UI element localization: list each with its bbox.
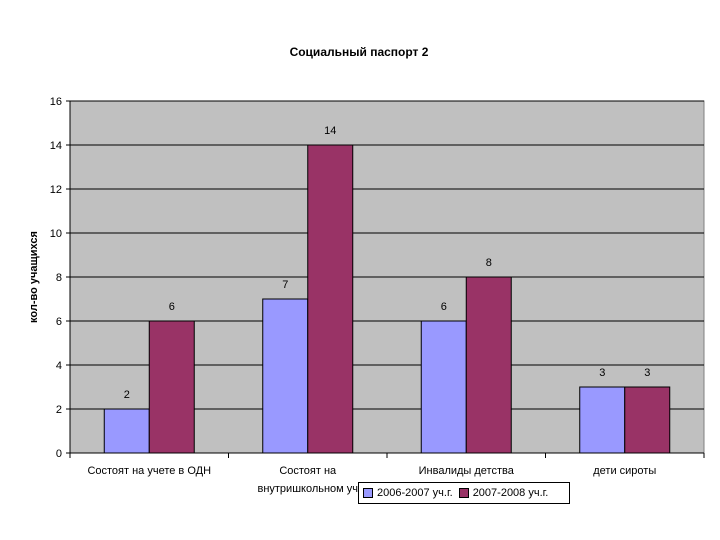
- category-label-2-line-1: Состоят на: [279, 465, 337, 477]
- data-label-s1-c4: 3: [599, 367, 605, 379]
- y-tick-label-6: 12: [50, 184, 62, 196]
- category-label-1-line-1: Состоят на учете в ОДН: [87, 465, 211, 477]
- chart-title: Социальный паспорт 2: [290, 45, 429, 59]
- bar-s1-c1: [103, 408, 150, 454]
- y-tick-label-4: 8: [56, 272, 62, 284]
- y-tick-label-8: 16: [50, 96, 62, 108]
- category-label-4-line-1: дети сироты: [593, 465, 656, 477]
- data-labels: 2 6 7 14 6 8 3 3: [124, 125, 651, 401]
- legend-label-series-2: 2007-2008 уч.г.: [472, 487, 549, 499]
- bar-s2-c2: [307, 144, 354, 454]
- legend-label-series-1: 2006-2007 уч.г.: [377, 487, 453, 499]
- bar-s1-c4: [579, 386, 626, 454]
- bar-s1-c3: [420, 320, 467, 454]
- y-tick-label-2: 4: [56, 360, 62, 372]
- y-tick-label-0: 0: [56, 448, 62, 460]
- data-label-s2-c2: 14: [324, 125, 336, 137]
- data-label-s2-c4: 3: [644, 367, 650, 379]
- y-tick-labels: 0 2 4 6 8 10 12 14 16: [50, 96, 62, 460]
- y-tick-label-7: 14: [50, 140, 62, 152]
- bar-s2-c3: [465, 276, 512, 454]
- legend: 2006-2007 уч.г. 2007-2008 уч.г.: [358, 482, 570, 504]
- bars: [103, 144, 671, 454]
- y-axis-label: кол-во учащихся: [28, 231, 40, 323]
- y-tick-label-3: 6: [56, 316, 62, 328]
- legend-item-series-2: 2007-2008 уч.г.: [458, 487, 549, 499]
- axes: [66, 100, 705, 458]
- category-label-3-line-1: Инвалиды детства: [419, 465, 515, 477]
- data-label-s1-c2: 7: [282, 279, 288, 291]
- bar-s2-c4: [624, 386, 671, 454]
- data-label-s2-c1: 6: [169, 301, 175, 313]
- data-label-s1-c1: 2: [124, 389, 130, 401]
- y-tick-label-1: 2: [56, 404, 62, 416]
- legend-swatch-series-1: [363, 488, 373, 498]
- bar-s1-c2: [262, 298, 309, 454]
- data-label-s1-c3: 6: [441, 301, 447, 313]
- category-label-2-line-2: внутришкольном уч: [257, 483, 358, 495]
- category-labels: Состоят на учете в ОДН Состоят на внутришк…: [87, 465, 656, 495]
- legend-swatch-series-2: [458, 488, 469, 498]
- bar-s2-c1: [148, 320, 195, 454]
- data-label-s2-c3: 8: [486, 257, 492, 269]
- legend-item-series-1: 2006-2007 уч.г.: [363, 487, 453, 499]
- y-tick-label-5: 10: [50, 228, 62, 240]
